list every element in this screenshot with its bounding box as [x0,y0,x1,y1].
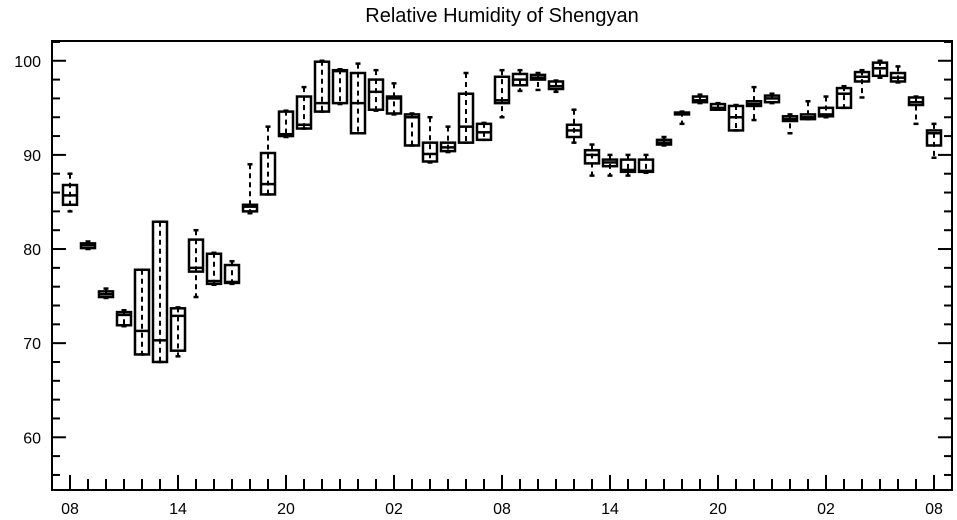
box-plot-item [331,67,349,106]
box-plot-item [763,92,781,105]
box-plot-item [187,228,205,299]
x-axis: 08 14 20 02 08 14 20 02 08 [61,475,943,518]
box-plot-item [385,82,403,116]
box-plot-item [691,93,709,105]
x-tick-label: 14 [601,501,619,518]
box [925,129,943,147]
x-tick-label: 02 [385,501,403,518]
x-tick-label: 14 [169,501,187,518]
box-plot-item [637,153,655,175]
x-tick-label: 20 [277,501,295,518]
box-plot-item [583,143,601,177]
box-plot-item [241,163,259,215]
box-plot-item [817,95,835,119]
box-plot-item [727,103,745,132]
box [241,203,259,213]
box-plot-item [619,153,637,177]
box-plot-item [709,101,727,111]
box-plot-item [475,121,493,142]
box [493,75,511,105]
box-plot-item [853,68,871,99]
box-plot-item [97,287,115,300]
box-plot-item [79,240,97,251]
y-tick-label: 80 [23,242,41,259]
box-plot-item [349,62,367,135]
box-plot-item [133,268,151,356]
box-plot-item [565,108,583,144]
box [205,252,223,286]
y-axis: 60 70 80 90 100 [14,40,952,476]
box-plot-item [115,308,133,328]
box-plot-item [655,135,673,147]
y-tick-label: 100 [14,54,41,71]
box-plot-item [511,68,529,93]
box-plot-item [403,112,421,147]
box-plot-item [151,220,169,364]
box [187,238,205,273]
box-plot-item [799,99,817,121]
box-plot-item [313,59,331,113]
box-plots [61,59,943,364]
x-tick-label: 08 [61,501,79,518]
x-tick-label: 08 [493,501,511,518]
box-plot-item [673,110,691,126]
box-plot-item [889,65,907,84]
chart-title: Relative Humidity of Shengyan [365,5,638,27]
box-plot-item [169,306,187,358]
box-plot-item [781,113,799,135]
box-plot-item [925,122,943,159]
box-plot-item [277,109,295,139]
box-plot-item [547,79,565,94]
box-plot-item [295,85,313,130]
box [619,158,637,174]
box-plot-item [529,71,547,92]
box-plot-item [493,68,511,119]
box-plot-item [457,71,475,144]
y-tick-label: 90 [23,148,41,165]
box-plot-item [61,172,79,213]
box-plot-item [259,125,277,196]
x-tick-label: 08 [925,501,943,518]
box-plot-item [223,260,241,286]
box-plot-item [907,95,925,126]
box-plot-item [439,125,457,154]
x-tick-label: 02 [817,501,835,518]
box-plot-item [421,115,439,164]
y-tick-label: 70 [23,336,41,353]
box-plot-item [835,84,853,110]
box-plot-item [367,68,385,112]
box-plot-item [871,59,889,79]
x-tick-label: 20 [709,501,727,518]
box [583,148,601,165]
box-plot-item [205,251,223,287]
box-plot-item [745,85,763,122]
box-plot-item [601,153,619,177]
y-tick-label: 60 [23,430,41,447]
